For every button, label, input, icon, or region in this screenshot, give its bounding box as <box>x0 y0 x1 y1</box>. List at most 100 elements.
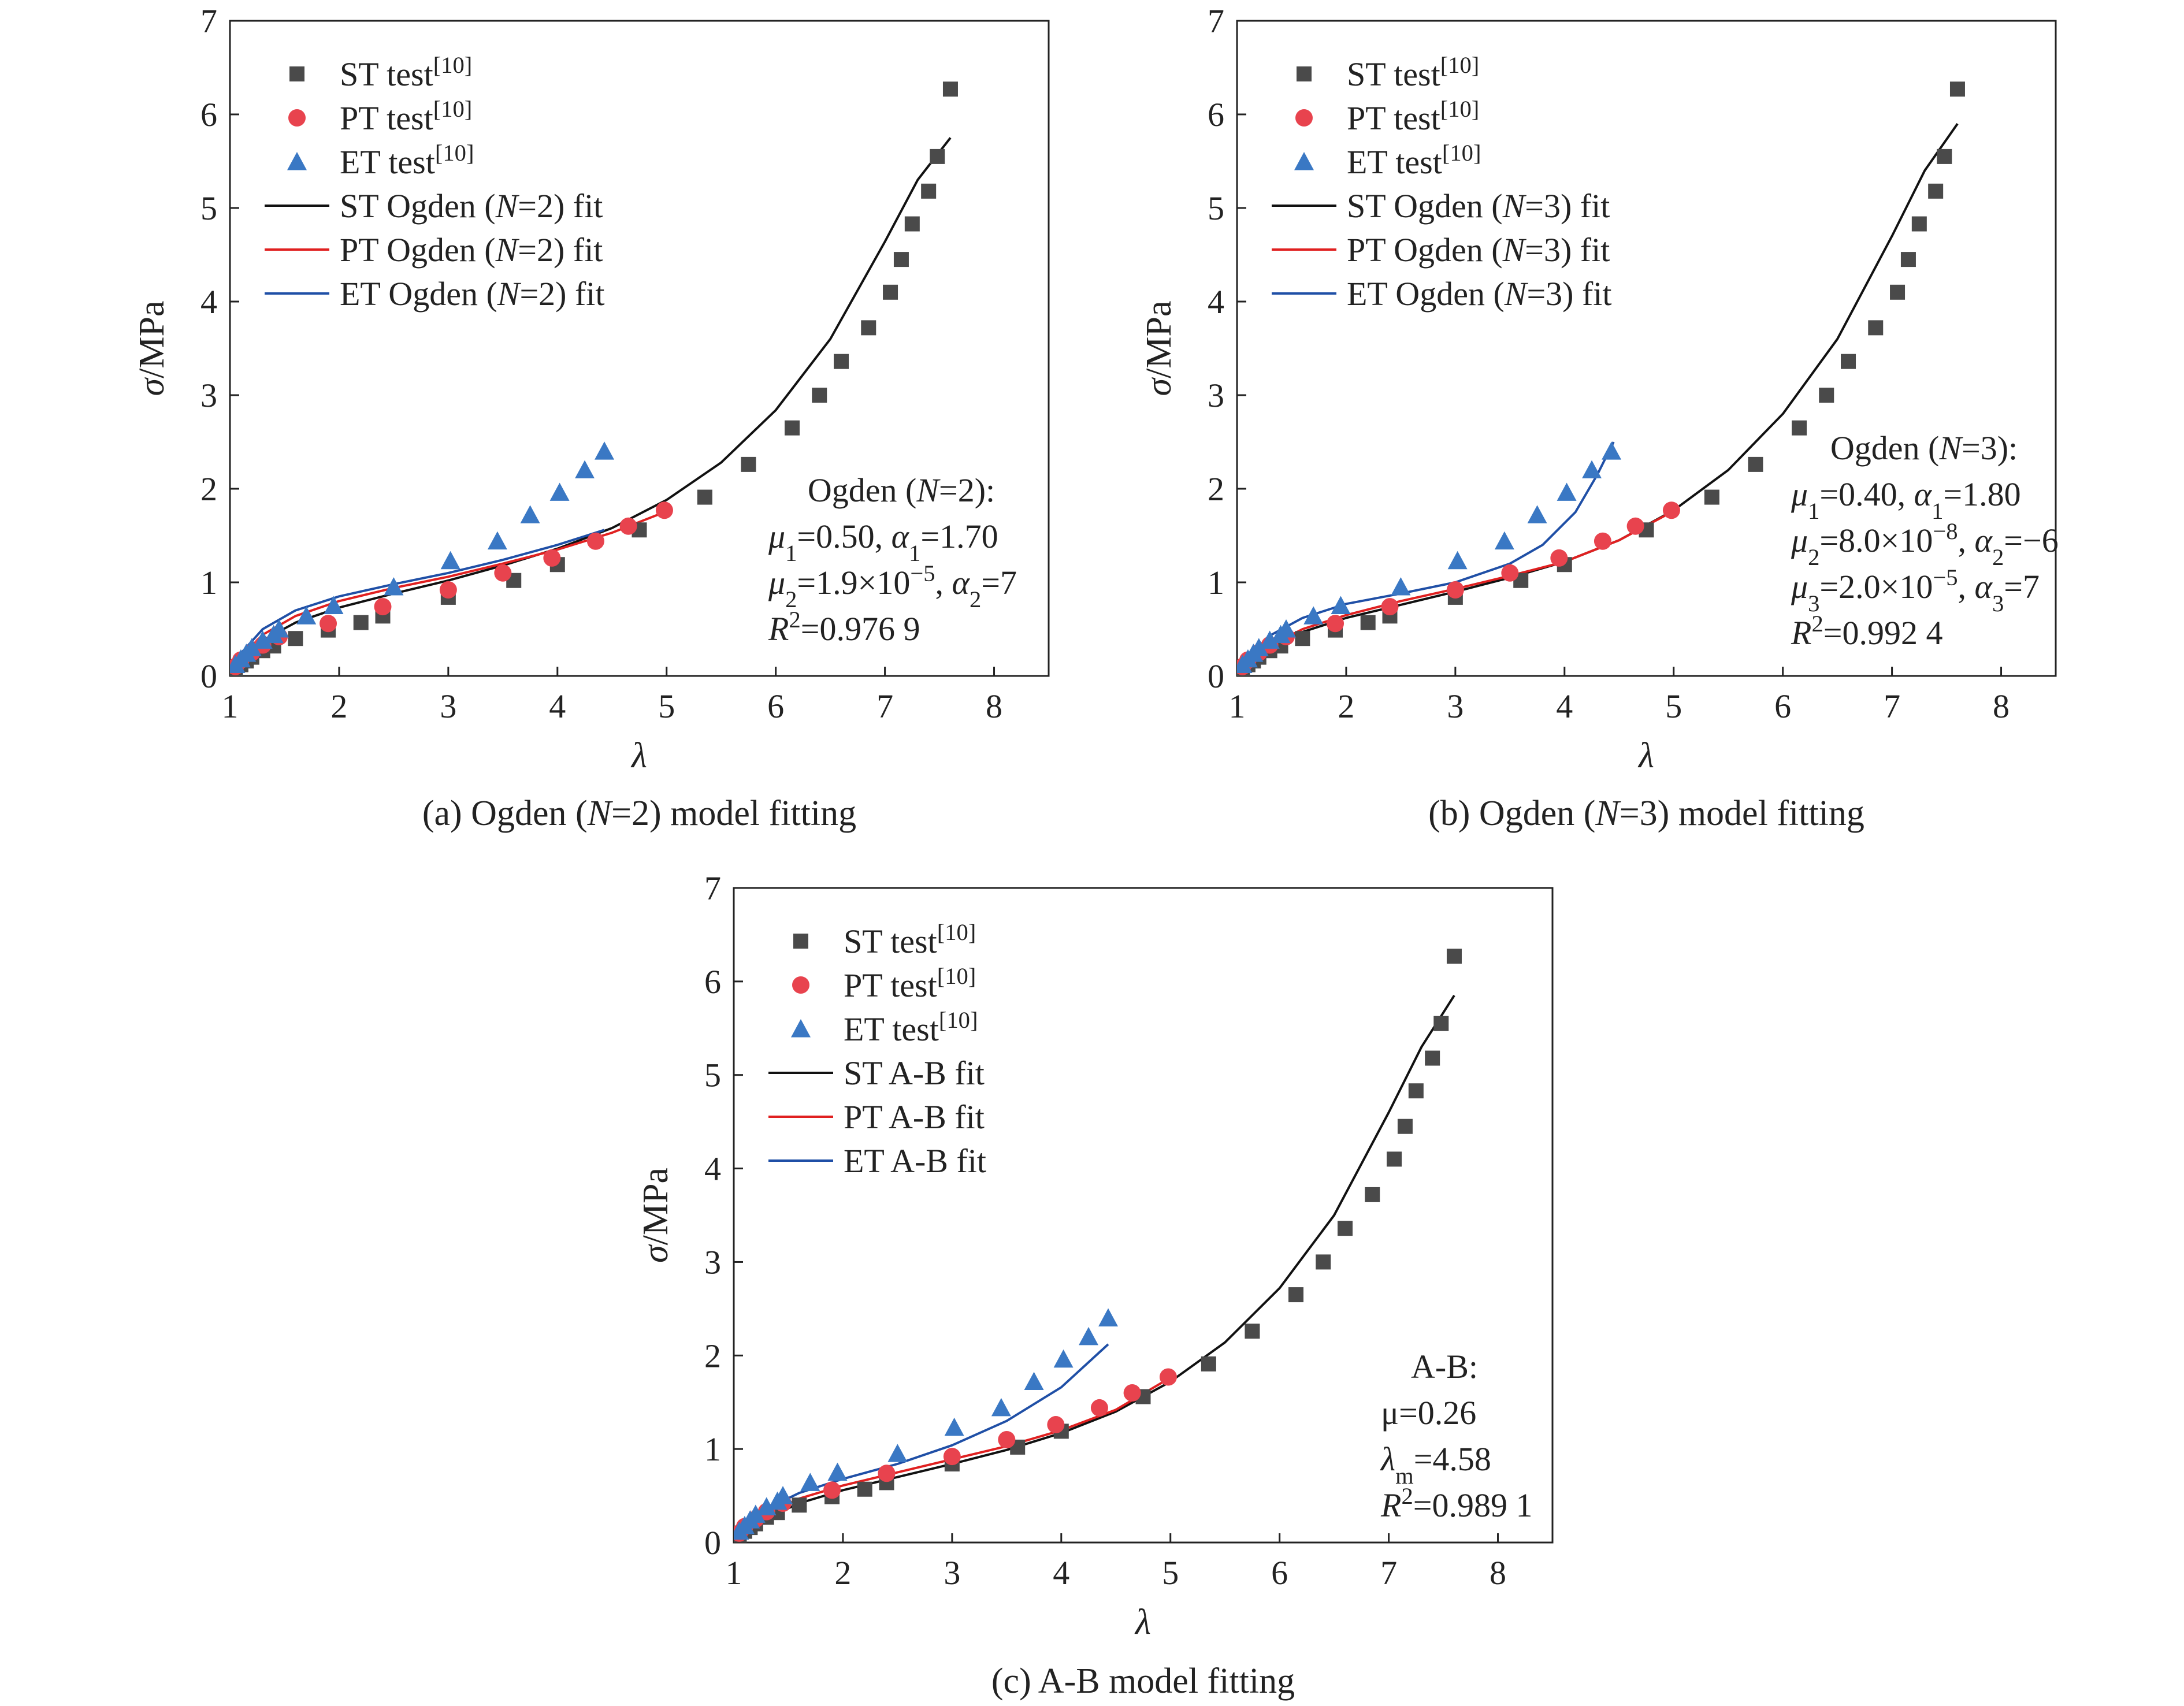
y-tick-label: 4 <box>704 1150 721 1188</box>
data-point-et <box>269 619 289 638</box>
data-point-pt <box>1327 615 1344 633</box>
data-point-st <box>1949 81 1965 97</box>
y-tick-label: 4 <box>200 283 217 321</box>
data-point-st <box>741 456 756 472</box>
plot-frame <box>229 20 1050 677</box>
x-tick-label: 6 <box>1774 687 1791 725</box>
legend: ST test[10]PT test[10]ET test[10] ST Ogde… <box>265 52 605 313</box>
data-point-st <box>1316 1254 1331 1270</box>
data-point-et <box>800 1473 820 1491</box>
legend-label: ET Ogden (N=2) fit <box>340 275 605 313</box>
fit-line-et <box>734 1343 1109 1543</box>
data-point-et <box>745 1504 766 1523</box>
annotation-line: μ2=1.9×10−5, α2=7 <box>768 560 1017 612</box>
data-point-st <box>1841 354 1856 369</box>
data-point-st <box>1900 252 1916 267</box>
x-tick-label: 8 <box>1490 1554 1506 1592</box>
data-point-pt <box>1090 1399 1108 1417</box>
x-tick-label: 5 <box>1665 687 1682 725</box>
data-point-et <box>440 551 460 570</box>
data-point-pt <box>878 1465 896 1482</box>
y-axis-label: σ/MPa <box>132 301 172 396</box>
x-tick-label: 1 <box>726 1554 742 1592</box>
legend-label: PT Ogden (N=3) fit <box>1347 231 1610 269</box>
x-tick-label: 7 <box>1884 687 1900 725</box>
data-point-st <box>1360 615 1376 630</box>
panel-caption: (c) A-B model fitting <box>991 1662 1295 1701</box>
data-point-st <box>942 81 958 97</box>
data-point-st <box>1408 1083 1424 1099</box>
data-point-st <box>1868 320 1884 336</box>
x-tick-label: 8 <box>986 687 1002 725</box>
data-point-st <box>1295 631 1310 646</box>
data-point-et <box>520 505 540 523</box>
y-tick-label: 7 <box>200 2 217 40</box>
x-tick-label: 2 <box>330 687 347 725</box>
data-point-st <box>1446 949 1462 964</box>
data-point-et <box>773 1486 793 1504</box>
plot-area <box>230 81 958 676</box>
data-point-et <box>1527 505 1547 523</box>
y-tick-label: 3 <box>704 1243 721 1281</box>
x-tick-label: 6 <box>767 687 784 725</box>
annotation-line: μ3=2.0×10−5, α3=7 <box>1791 564 2040 616</box>
legend-marker-swatch <box>288 109 306 127</box>
y-tick-label: 6 <box>1208 96 1224 133</box>
legend-marker-swatch <box>793 934 808 949</box>
annotation-line: λm=4.58 <box>1380 1440 1491 1489</box>
x-tick-label: 1 <box>1229 687 1246 725</box>
data-point-et <box>1331 596 1351 614</box>
x-tick-label: 3 <box>944 1554 960 1592</box>
legend-label: ST test[10] <box>844 919 976 961</box>
data-point-pt <box>1662 501 1680 519</box>
plot-area <box>1237 81 1965 676</box>
x-axis-label: λ <box>1134 1603 1151 1642</box>
legend: ST test[10]PT test[10]ET test[10] ST A-B … <box>768 919 986 1180</box>
x-tick-label: 2 <box>834 1554 851 1592</box>
legend-label: ST Ogden (N=3) fit <box>1347 187 1610 225</box>
data-point-pt <box>374 598 392 616</box>
fit-line-st <box>734 995 1455 1543</box>
data-point-st <box>834 354 849 369</box>
data-point-st <box>1704 489 1719 505</box>
y-tick-label: 4 <box>1208 283 1224 321</box>
y-tick-label: 1 <box>1208 564 1224 601</box>
y-tick-label: 3 <box>1208 377 1224 414</box>
data-point-pt <box>586 532 604 550</box>
data-point-pt <box>655 501 673 519</box>
data-point-et <box>756 1497 777 1515</box>
data-point-et <box>1260 630 1280 649</box>
data-point-st <box>857 1481 872 1497</box>
data-point-et <box>549 482 570 501</box>
plot-area <box>734 949 1462 1543</box>
panel-caption: (a) Ogden (N=2) model fitting <box>422 794 856 833</box>
y-tick-label: 2 <box>1208 470 1224 508</box>
data-point-pt <box>543 549 561 567</box>
annotation-line: Ogden (N=3): <box>1830 429 2018 467</box>
legend-marker-swatch <box>1295 109 1313 127</box>
x-tick-label: 7 <box>1380 1554 1397 1592</box>
data-point-pt <box>823 1481 841 1499</box>
fit-parameters-annotation: Ogden (N=2): μ1=0.50, α1=1.70μ2=1.9×10−5,… <box>768 471 1017 648</box>
y-tick-label: 3 <box>200 377 217 414</box>
x-tick-label: 3 <box>1447 687 1464 725</box>
data-point-st <box>1890 284 1906 300</box>
x-tick-label: 2 <box>1338 687 1354 725</box>
y-tick-label: 5 <box>704 1057 721 1094</box>
data-point-et <box>1447 551 1468 570</box>
panel-caption: (b) Ogden (N=3) model fitting <box>1428 794 1864 833</box>
y-tick-label: 6 <box>704 963 721 1001</box>
y-axis-label: σ/MPa <box>1139 301 1179 396</box>
data-point-et <box>827 1462 848 1481</box>
data-point-et <box>1053 1349 1074 1368</box>
data-point-st <box>1397 1118 1413 1134</box>
data-point-et <box>1582 460 1602 479</box>
data-point-st <box>1338 1221 1353 1236</box>
data-point-st <box>1928 183 1944 199</box>
annotation-line: R2=0.992 4 <box>1791 611 1942 652</box>
data-point-st <box>883 284 898 300</box>
y-tick-label: 2 <box>200 470 217 508</box>
annotation-line: Ogden (N=2): <box>808 471 995 509</box>
